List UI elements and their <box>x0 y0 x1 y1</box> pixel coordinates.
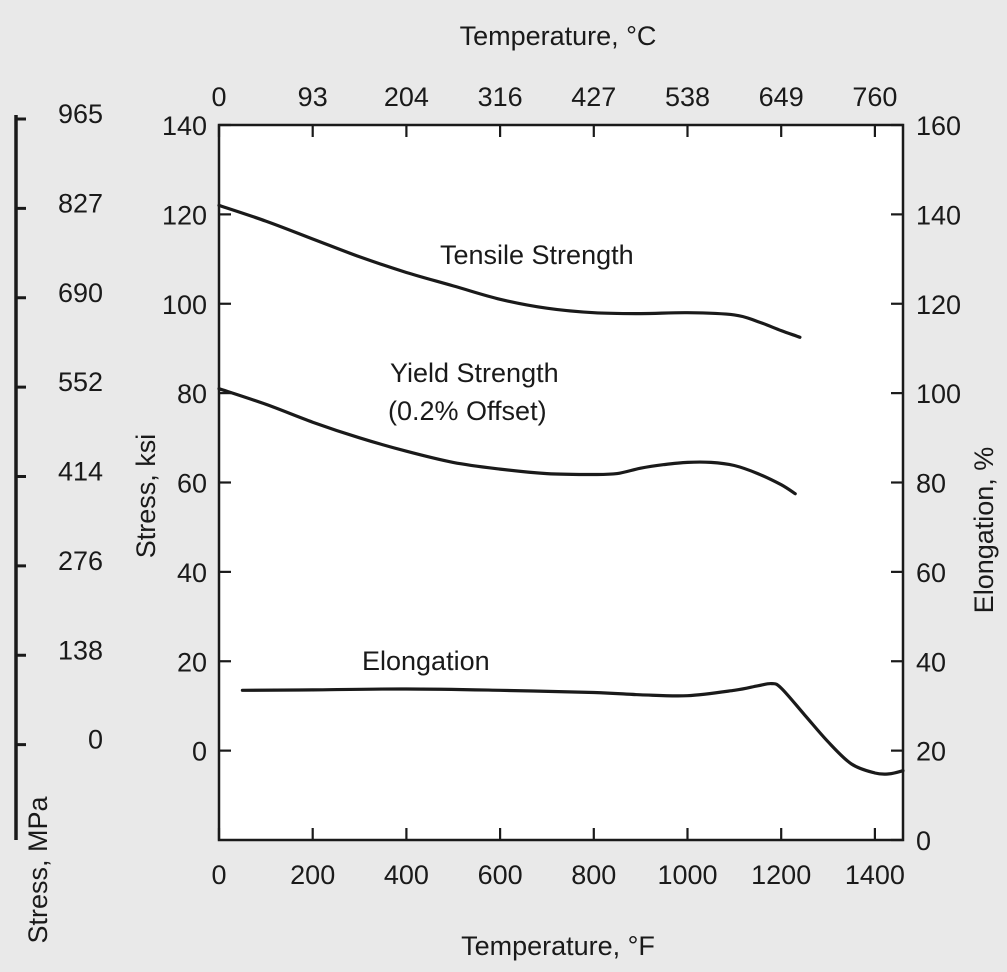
yield-strength-curve <box>217 387 797 496</box>
x2-tick-label: 760 <box>852 82 897 112</box>
y-tick-label: 20 <box>177 647 207 677</box>
y-tick-label: 80 <box>177 379 207 409</box>
x-tick-label: 200 <box>290 860 335 890</box>
y-tick-label: 120 <box>162 200 207 230</box>
tensile-strength-label: Tensile Strength <box>440 240 634 270</box>
tensile-strength-curve <box>217 203 802 339</box>
elongation-tick-label: 120 <box>916 290 961 320</box>
x2-tick-label: 204 <box>384 82 429 112</box>
x-tick-label: 1200 <box>751 860 811 890</box>
elongation-tick-label: 20 <box>916 737 946 767</box>
elongation-curve <box>240 681 905 776</box>
y-tick-label: 100 <box>162 290 207 320</box>
x2-tick-label: 93 <box>298 82 328 112</box>
x2-tick-label: 538 <box>665 82 710 112</box>
elongation-tick-label: 60 <box>916 558 946 588</box>
yield-strength-label: Yield Strength <box>390 358 559 388</box>
mpa-axis-title: Stress, MPa <box>23 796 53 944</box>
x-tick-label: 400 <box>384 860 429 890</box>
plot-area <box>217 123 905 842</box>
x-tick-label: 1400 <box>845 860 905 890</box>
mpa-tick-label: 965 <box>58 99 103 129</box>
mpa-tick-label: 690 <box>58 278 103 308</box>
top-axis-title: Temperature, °C <box>460 21 657 51</box>
y-tick-label: 0 <box>192 737 207 767</box>
x2-tick-label: 427 <box>571 82 616 112</box>
x2-tick-label: 316 <box>478 82 523 112</box>
elongation-label: Elongation <box>362 646 490 676</box>
mpa-tick-label: 0 <box>88 725 103 755</box>
yield-offset-label: (0.2% Offset) <box>388 396 547 426</box>
mpa-tick-label: 552 <box>58 367 103 397</box>
bottom-axis-title: Temperature, °F <box>461 931 655 961</box>
x2-tick-label: 0 <box>211 82 226 112</box>
elongation-tick-label: 140 <box>916 200 961 230</box>
y-tick-label: 60 <box>177 469 207 499</box>
right-axis-title: Elongation, % <box>969 447 999 614</box>
left-axis-title: Stress, ksi <box>131 434 161 559</box>
elongation-tick-label: 80 <box>916 469 946 499</box>
x2-tick-label: 649 <box>759 82 804 112</box>
x-tick-label: 0 <box>211 860 226 890</box>
y-tick-label: 140 <box>162 111 207 141</box>
mpa-tick-label: 827 <box>58 188 103 218</box>
elongation-tick-label: 160 <box>916 111 961 141</box>
elongation-tick-label: 40 <box>916 647 946 677</box>
data-curves <box>217 203 905 776</box>
x-tick-label: 1000 <box>657 860 717 890</box>
x-tick-label: 600 <box>478 860 523 890</box>
elongation-tick-label: 0 <box>916 826 931 856</box>
x-tick-label: 800 <box>571 860 616 890</box>
tick-marks <box>16 117 903 842</box>
y-tick-label: 40 <box>177 558 207 588</box>
mpa-tick-label: 138 <box>58 635 103 665</box>
elongation-tick-label: 100 <box>916 379 961 409</box>
mpa-tick-label: 414 <box>58 457 103 487</box>
mpa-tick-label: 276 <box>58 546 103 576</box>
